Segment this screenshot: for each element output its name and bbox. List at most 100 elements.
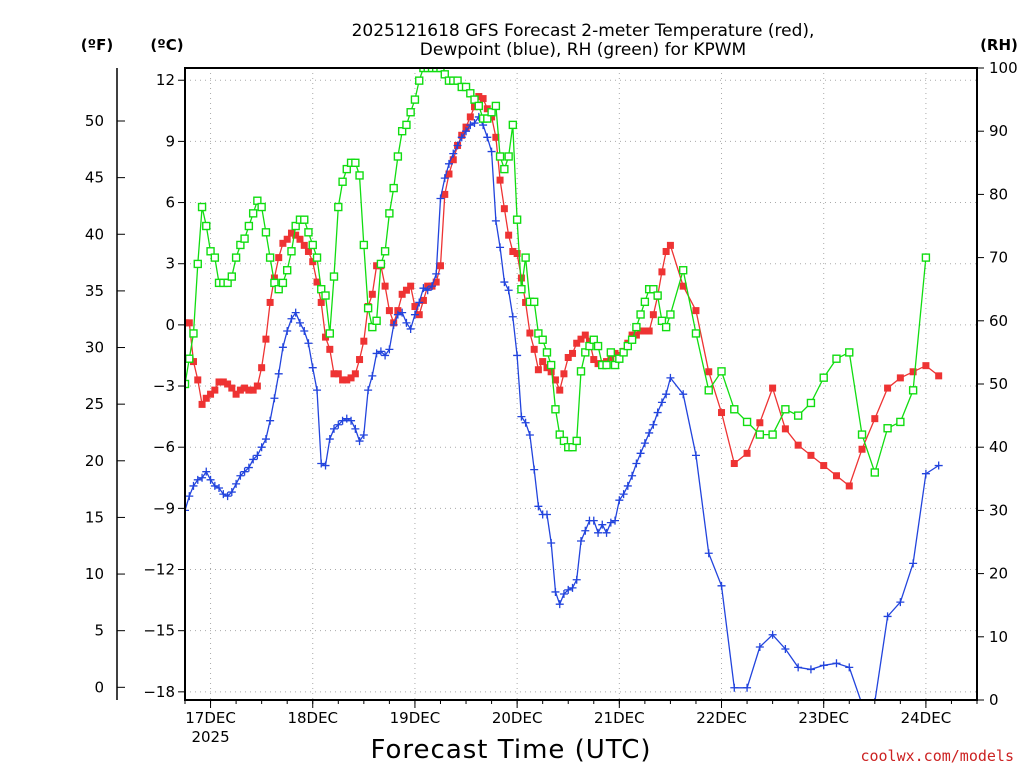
rh-tick-label: 0 xyxy=(989,691,999,709)
dewpoint-point xyxy=(185,506,189,515)
temperature-point xyxy=(343,376,351,384)
credit-link[interactable]: coolwx.com/models xyxy=(860,747,1014,765)
fahrenheit-tick-label: 40 xyxy=(85,225,104,243)
dewpoint-point xyxy=(611,516,620,525)
dewpoint-point xyxy=(266,416,275,425)
dewpoint-point xyxy=(432,269,441,278)
temperature-point xyxy=(215,378,223,386)
dewpoint-point xyxy=(768,630,777,639)
temperature-point xyxy=(232,390,240,398)
dewpoint-point xyxy=(202,467,211,476)
dewpoint-point xyxy=(313,386,322,395)
temperature-point xyxy=(330,370,338,378)
rh-point xyxy=(410,95,420,104)
dewpoint-point xyxy=(415,298,424,307)
dewpoint-point xyxy=(291,308,300,317)
rh-point xyxy=(870,468,880,477)
dewpoint-point xyxy=(274,369,283,378)
dewpoint-point xyxy=(402,318,411,327)
temperature-point xyxy=(202,394,210,402)
rh-tick-label: 50 xyxy=(989,375,1008,393)
temperature-point xyxy=(292,231,300,239)
dewpoint-point xyxy=(704,549,713,558)
dewpoint-point xyxy=(364,386,373,395)
rh-tick-label: 40 xyxy=(989,438,1008,456)
dewpoint-point xyxy=(462,127,471,136)
temperature-point xyxy=(756,419,764,427)
temperature-point xyxy=(462,123,470,131)
dewpoint-point xyxy=(921,469,930,478)
dewpoint-point xyxy=(444,159,453,168)
temperature-point xyxy=(832,472,840,480)
rh-point xyxy=(534,329,543,338)
rh-point xyxy=(257,202,266,212)
rh-point xyxy=(380,247,390,256)
celsius-unit-label: (ºC) xyxy=(150,36,183,54)
rh-point xyxy=(678,266,688,275)
rh-tick-label: 60 xyxy=(989,312,1008,330)
celsius-tick-label: −18 xyxy=(143,683,175,701)
dewpoint-point xyxy=(577,536,585,545)
temperature-point xyxy=(449,156,457,164)
temperature-point xyxy=(266,298,274,306)
x-tick-label: 24DEC xyxy=(901,709,952,727)
temperature-point xyxy=(590,356,598,364)
rh-point xyxy=(717,367,726,376)
dewpoint-point xyxy=(329,424,338,433)
rh-point xyxy=(921,253,931,262)
rh-point xyxy=(806,398,816,408)
rh-point xyxy=(606,348,616,357)
rh-point xyxy=(312,253,322,262)
x-tick-sublabel: 2025 xyxy=(191,728,229,746)
dewpoint-point xyxy=(244,463,253,472)
rh-point xyxy=(423,68,432,73)
dewpoint-point xyxy=(278,343,287,352)
dewpoint-point xyxy=(755,642,764,651)
dewpoint-point xyxy=(743,683,752,692)
dewpoint-point xyxy=(657,398,666,407)
rh-tick-label: 20 xyxy=(989,565,1008,583)
dewpoint-point xyxy=(436,194,445,203)
rh-point xyxy=(793,411,803,420)
temperature-point xyxy=(185,319,193,327)
rh-point xyxy=(372,316,381,325)
dewpoint-point xyxy=(594,528,603,537)
x-tick-label: 22DEC xyxy=(696,709,747,727)
rh-point xyxy=(742,417,752,427)
rh-point xyxy=(610,360,620,370)
rh-point xyxy=(406,108,415,117)
dewpoint-point xyxy=(283,326,292,335)
rh-point xyxy=(474,101,484,111)
rh-point xyxy=(415,76,424,85)
dewpoint-point xyxy=(193,475,202,484)
rh-point xyxy=(325,329,335,338)
temperature-point xyxy=(551,376,559,384)
temperature-point xyxy=(424,282,432,290)
rh-point xyxy=(529,297,539,307)
temperature-point xyxy=(445,170,453,178)
temperature-point xyxy=(317,298,325,306)
rh-point xyxy=(329,272,339,281)
rh-point xyxy=(261,228,271,237)
dewpoint-point xyxy=(368,371,377,380)
dewpoint-point xyxy=(321,461,330,470)
dewpoint-point xyxy=(359,430,368,439)
dewpoint-point xyxy=(508,312,517,321)
fahrenheit-tick-label: 15 xyxy=(85,508,104,526)
dewpoint-point xyxy=(410,310,419,319)
rh-point xyxy=(908,386,918,395)
temperature-point xyxy=(313,278,321,286)
dewpoint-point xyxy=(500,278,509,287)
rh-point xyxy=(210,253,220,262)
dewpoint-point xyxy=(240,467,249,476)
rh-point xyxy=(755,430,765,439)
dewpoint-point xyxy=(449,149,458,158)
rh-point xyxy=(419,68,428,73)
temperature-point xyxy=(641,327,649,335)
dewpoint-point xyxy=(589,516,598,525)
rh-point xyxy=(819,373,828,382)
rh-point xyxy=(197,202,207,212)
temperature-point xyxy=(287,229,295,237)
dewpoint-point xyxy=(210,481,219,490)
x-tick-label: 19DEC xyxy=(390,709,441,727)
